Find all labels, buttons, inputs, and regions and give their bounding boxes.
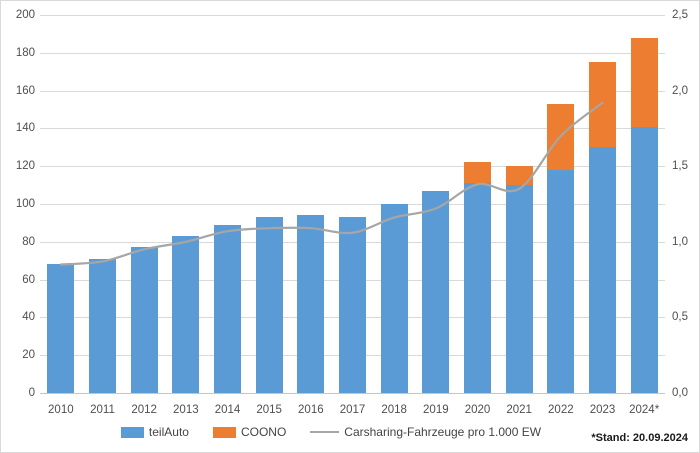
bar-coono [464,162,491,184]
y-axis-left-tick: 160 [15,84,35,97]
bar-teilauto [172,236,200,393]
y-axis-right-tick: 2,5 [672,9,688,21]
legend-label-line: Carsharing-Fahrzeuge pro 1.000 EW [344,425,542,439]
y-axis-left-tick: 40 [22,311,35,324]
gridline [40,393,665,394]
legend-item-line: Carsharing-Fahrzeuge pro 1.000 EW [310,425,541,439]
bar-teilauto [380,204,408,393]
y-axis-left-tick: 100 [15,198,35,210]
x-axis-label: 2010 [48,404,74,416]
x-axis-label: 2018 [381,404,407,416]
y-axis-right-tick: 2,0 [672,84,688,97]
x-axis-label: 2014 [214,404,241,416]
x-axis-label: 2017 [339,404,366,416]
bar-coono [630,37,658,127]
x-axis-label: 2020 [464,404,491,416]
y-axis-left-tick: 60 [22,273,35,286]
bar-teilauto [547,169,575,393]
y-axis-left-tick: 180 [15,46,35,59]
y-axis-left-tick: 200 [15,9,35,21]
y-axis-left-tick: 20 [22,349,35,362]
bar-teilauto [339,217,366,393]
bar-coono [547,103,575,170]
y-axis-right-tick: 0,5 [672,311,688,324]
x-axis-label: 2022 [548,404,574,416]
bar-teilauto [505,185,533,393]
x-axis-label: 2012 [131,404,157,416]
bar-teilauto [214,224,241,393]
x-axis-label: 2019 [423,404,449,416]
bar-teilauto [589,147,616,393]
legend-item-teilauto: teilAuto [120,425,189,439]
y-axis-left-tick: 80 [22,235,35,248]
bar-teilauto [89,258,116,393]
line-swatch-icon [310,431,340,433]
teilauto-swatch-icon [120,426,144,438]
footnote: *Stand: 20.09.2024 [591,432,688,444]
y-axis-left-tick: 0 [28,387,35,399]
legend-label-teilauto: teilAuto [148,425,189,439]
bar-teilauto [47,264,75,393]
gridline [40,15,665,16]
legend: teilAuto COONO Carsharing-Fahrzeuge pro … [1,425,661,439]
legend-label-coono: COONO [240,425,287,439]
gridline [40,52,665,54]
coono-swatch-icon [212,426,236,438]
x-axis-label: 2021 [506,404,532,416]
bar-coono [505,166,533,186]
bar-coono [589,62,616,148]
x-axis-label: 2016 [298,404,324,416]
y-axis-right-tick: 1,5 [672,160,688,173]
y-axis-left-tick: 120 [15,160,35,173]
x-axis-label: 2011 [90,404,115,416]
legend-item-coono: COONO [212,425,287,439]
bar-teilauto [255,217,283,393]
x-axis-label: 2023 [589,404,616,416]
x-axis-label: 2013 [173,404,199,416]
bar-teilauto [297,215,325,393]
bar-teilauto [130,247,158,393]
gridline [40,90,665,92]
x-axis-label: 2024* [629,404,660,416]
bar-teilauto [422,190,450,393]
x-axis-label: 2015 [256,404,282,416]
y-axis-right-tick: 1,0 [672,235,688,248]
y-axis-right-tick: 0,0 [672,387,688,399]
y-axis-left-tick: 140 [15,122,35,135]
bar-teilauto [630,126,658,393]
bar-teilauto [464,183,491,393]
